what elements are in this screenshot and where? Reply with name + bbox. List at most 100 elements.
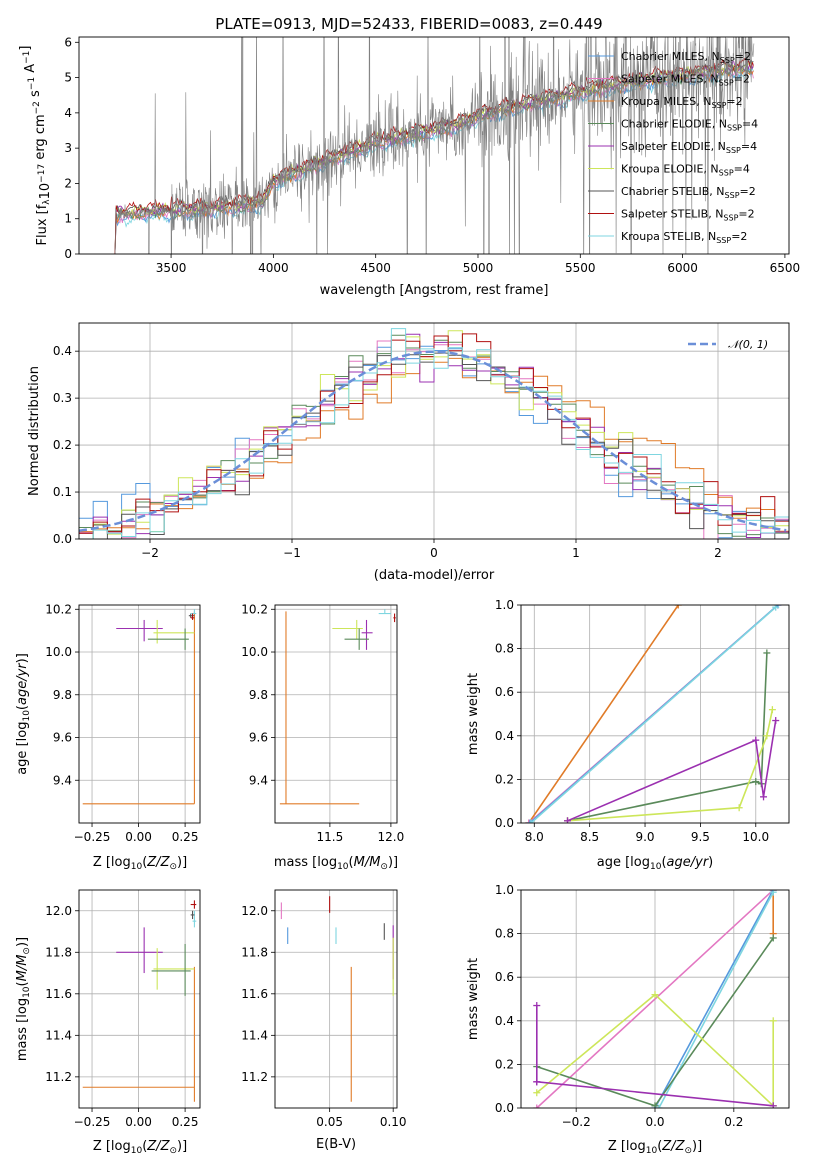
x-axis-label: Z [log10(Z/Z⊙)]: [608, 1139, 702, 1156]
label-part: mass [log: [274, 855, 337, 870]
x-axis-label: E(B-V): [316, 1137, 356, 1152]
legend-sub: SSP: [726, 146, 741, 155]
x-tick-label: 0.25: [172, 1115, 199, 1129]
data-spectrum: [113, 37, 755, 254]
x-tick-label: 0.05: [316, 1115, 343, 1129]
y-axis-label: age [log10(age/yr)]: [15, 653, 32, 775]
x-tick-label: −0.25: [74, 1115, 111, 1129]
legend-sub: SSP: [723, 214, 738, 223]
mass_age-frame: [274, 604, 398, 824]
legend-sub: SSP: [719, 79, 734, 88]
x-tick-label: 2: [714, 546, 722, 560]
label-part: ⊙: [380, 862, 388, 872]
y-axis-label: mass [log10(M/M⊙)]: [15, 937, 32, 1061]
legend-label-kroupa_miles: Kroupa MILES, NSSP=2: [621, 95, 743, 110]
residuals-axes: −2 −1 0 1 2 0.0 0.1 0.2 0.3 0.4: [53, 323, 789, 560]
y-tick-label: 0.4: [495, 1014, 514, 1028]
label-part: )]: [177, 1139, 187, 1154]
y-tick-label: 6: [64, 35, 72, 49]
label-part: M/M: [15, 955, 30, 982]
y-tick-label: 9.8: [53, 688, 72, 702]
y-label-part: s: [28, 90, 43, 101]
label-part: ⊙: [22, 947, 32, 955]
y-tick-label: 11.2: [45, 1070, 72, 1084]
weight-line-salpeter_elodie: [567, 720, 777, 822]
y-tick-label: 11.8: [45, 945, 72, 959]
x-tick-label: 12.0: [378, 830, 405, 844]
y-tick-label: 11.8: [241, 945, 268, 959]
spectrum-plot: [113, 37, 755, 254]
x-tick-label: −0.25: [74, 830, 111, 844]
legend-label-salpeter_miles: Salpeter MILES, NSSP=2: [621, 73, 750, 88]
y-tick-label: 0.2: [495, 1057, 514, 1071]
x-tick-label: 9.0: [635, 830, 654, 844]
label-part: 10: [646, 1146, 658, 1156]
label-part: 10: [131, 1146, 143, 1156]
chart-title: PLATE=0913, MJD=52433, FIBERID=0083, z=0…: [215, 15, 602, 33]
label-part: (: [142, 1139, 147, 1154]
legend-text: Kroupa STELIB, N: [621, 230, 716, 243]
y-tick-label: 3: [64, 141, 72, 155]
x-axis-label: mass [log10(M/M⊙)]: [274, 855, 398, 872]
label-part: ⊙: [169, 862, 177, 872]
z_age-points: [82, 609, 197, 805]
label-part: ⊙: [169, 1146, 177, 1156]
y-axis-label: mass weight: [466, 958, 481, 1040]
y-tick-label: 9.4: [249, 773, 268, 787]
label-part: )]: [388, 855, 398, 870]
label-part: Z [log: [93, 1139, 131, 1154]
legend-sub: SSP: [716, 236, 731, 245]
label-part: age [log: [15, 722, 30, 775]
x-tick-label: 4000: [258, 261, 289, 275]
hist-kroupa_stelib: [79, 328, 789, 539]
z_weight-lines: [533, 890, 777, 1108]
label-part: 10: [131, 862, 143, 872]
x-tick-label: 0.2: [724, 1115, 743, 1129]
legend-label-kroupa_elodie: Kroupa ELODIE, NSSP=4: [621, 163, 750, 178]
y-tick-label: 9.6: [249, 731, 268, 745]
label-part: (: [142, 855, 147, 870]
x-tick-label: −1: [283, 546, 301, 560]
x-axis-label: Z [log10(Z/Z⊙)]: [93, 1139, 187, 1156]
legend-text: Kroupa ELODIE, N: [621, 163, 719, 176]
legend-text: Chabrier ELODIE, N: [621, 118, 727, 131]
legend-text: Chabrier MILES, N: [621, 50, 720, 63]
x-tick-label: 0.25: [172, 830, 199, 844]
x-axis-label: age [log10(age/yr): [597, 855, 714, 872]
weight-line-kroupa_miles: [528, 605, 679, 823]
legend-nssp: =2: [726, 95, 742, 108]
legend-sub: SSP: [720, 56, 735, 65]
weight-line-chabrier_elodie: [567, 652, 768, 822]
y-tick-label: 10.0: [45, 645, 72, 659]
y-tick-label: 0.6: [495, 970, 514, 984]
y-tick-label: 0.4: [53, 344, 72, 358]
mass_age-axes: 11.5 12.0 9.4 9.6 9.8 10.0 10.2: [241, 602, 404, 844]
legend-label-chabrier_stelib: Chabrier STELIB, NSSP=2: [621, 185, 756, 200]
y-label-part: ]: [18, 46, 33, 51]
y-tick-label: 0.0: [53, 532, 72, 546]
y-tick-label: 4: [64, 106, 72, 120]
legend-nssp: =2: [740, 185, 756, 198]
x-tick-label: −2: [141, 546, 159, 560]
x-tick-label: 8.5: [580, 830, 599, 844]
y-axis-label: Normed distribution: [27, 366, 42, 496]
y-tick-label: 0.0: [495, 816, 514, 830]
y-tick-label: 9.6: [53, 731, 72, 745]
y-tick-label: 0.8: [495, 927, 514, 941]
y-tick-label: 1.0: [495, 883, 514, 897]
spectrum-frame: [78, 36, 790, 255]
legend-label-salpeter_stelib: Salpeter STELIB, NSSP=2: [621, 208, 755, 223]
y-tick-label: 5: [64, 71, 72, 85]
y-tick-label: 9.4: [53, 773, 72, 787]
y-tick-label: 1.0: [495, 598, 514, 612]
x-tick-label: 0: [430, 546, 438, 560]
legend-sub: SSP: [719, 169, 734, 178]
label-part: ): [708, 855, 713, 870]
y-tick-label: 0.2: [495, 772, 514, 786]
residuals-frame: [78, 322, 790, 540]
y-tick-label: 9.8: [249, 688, 268, 702]
y-label-part: λ: [42, 199, 52, 205]
label-part: )]: [15, 937, 30, 947]
y-tick-label: 10.0: [241, 645, 268, 659]
label-part: Z [log: [608, 1139, 646, 1154]
